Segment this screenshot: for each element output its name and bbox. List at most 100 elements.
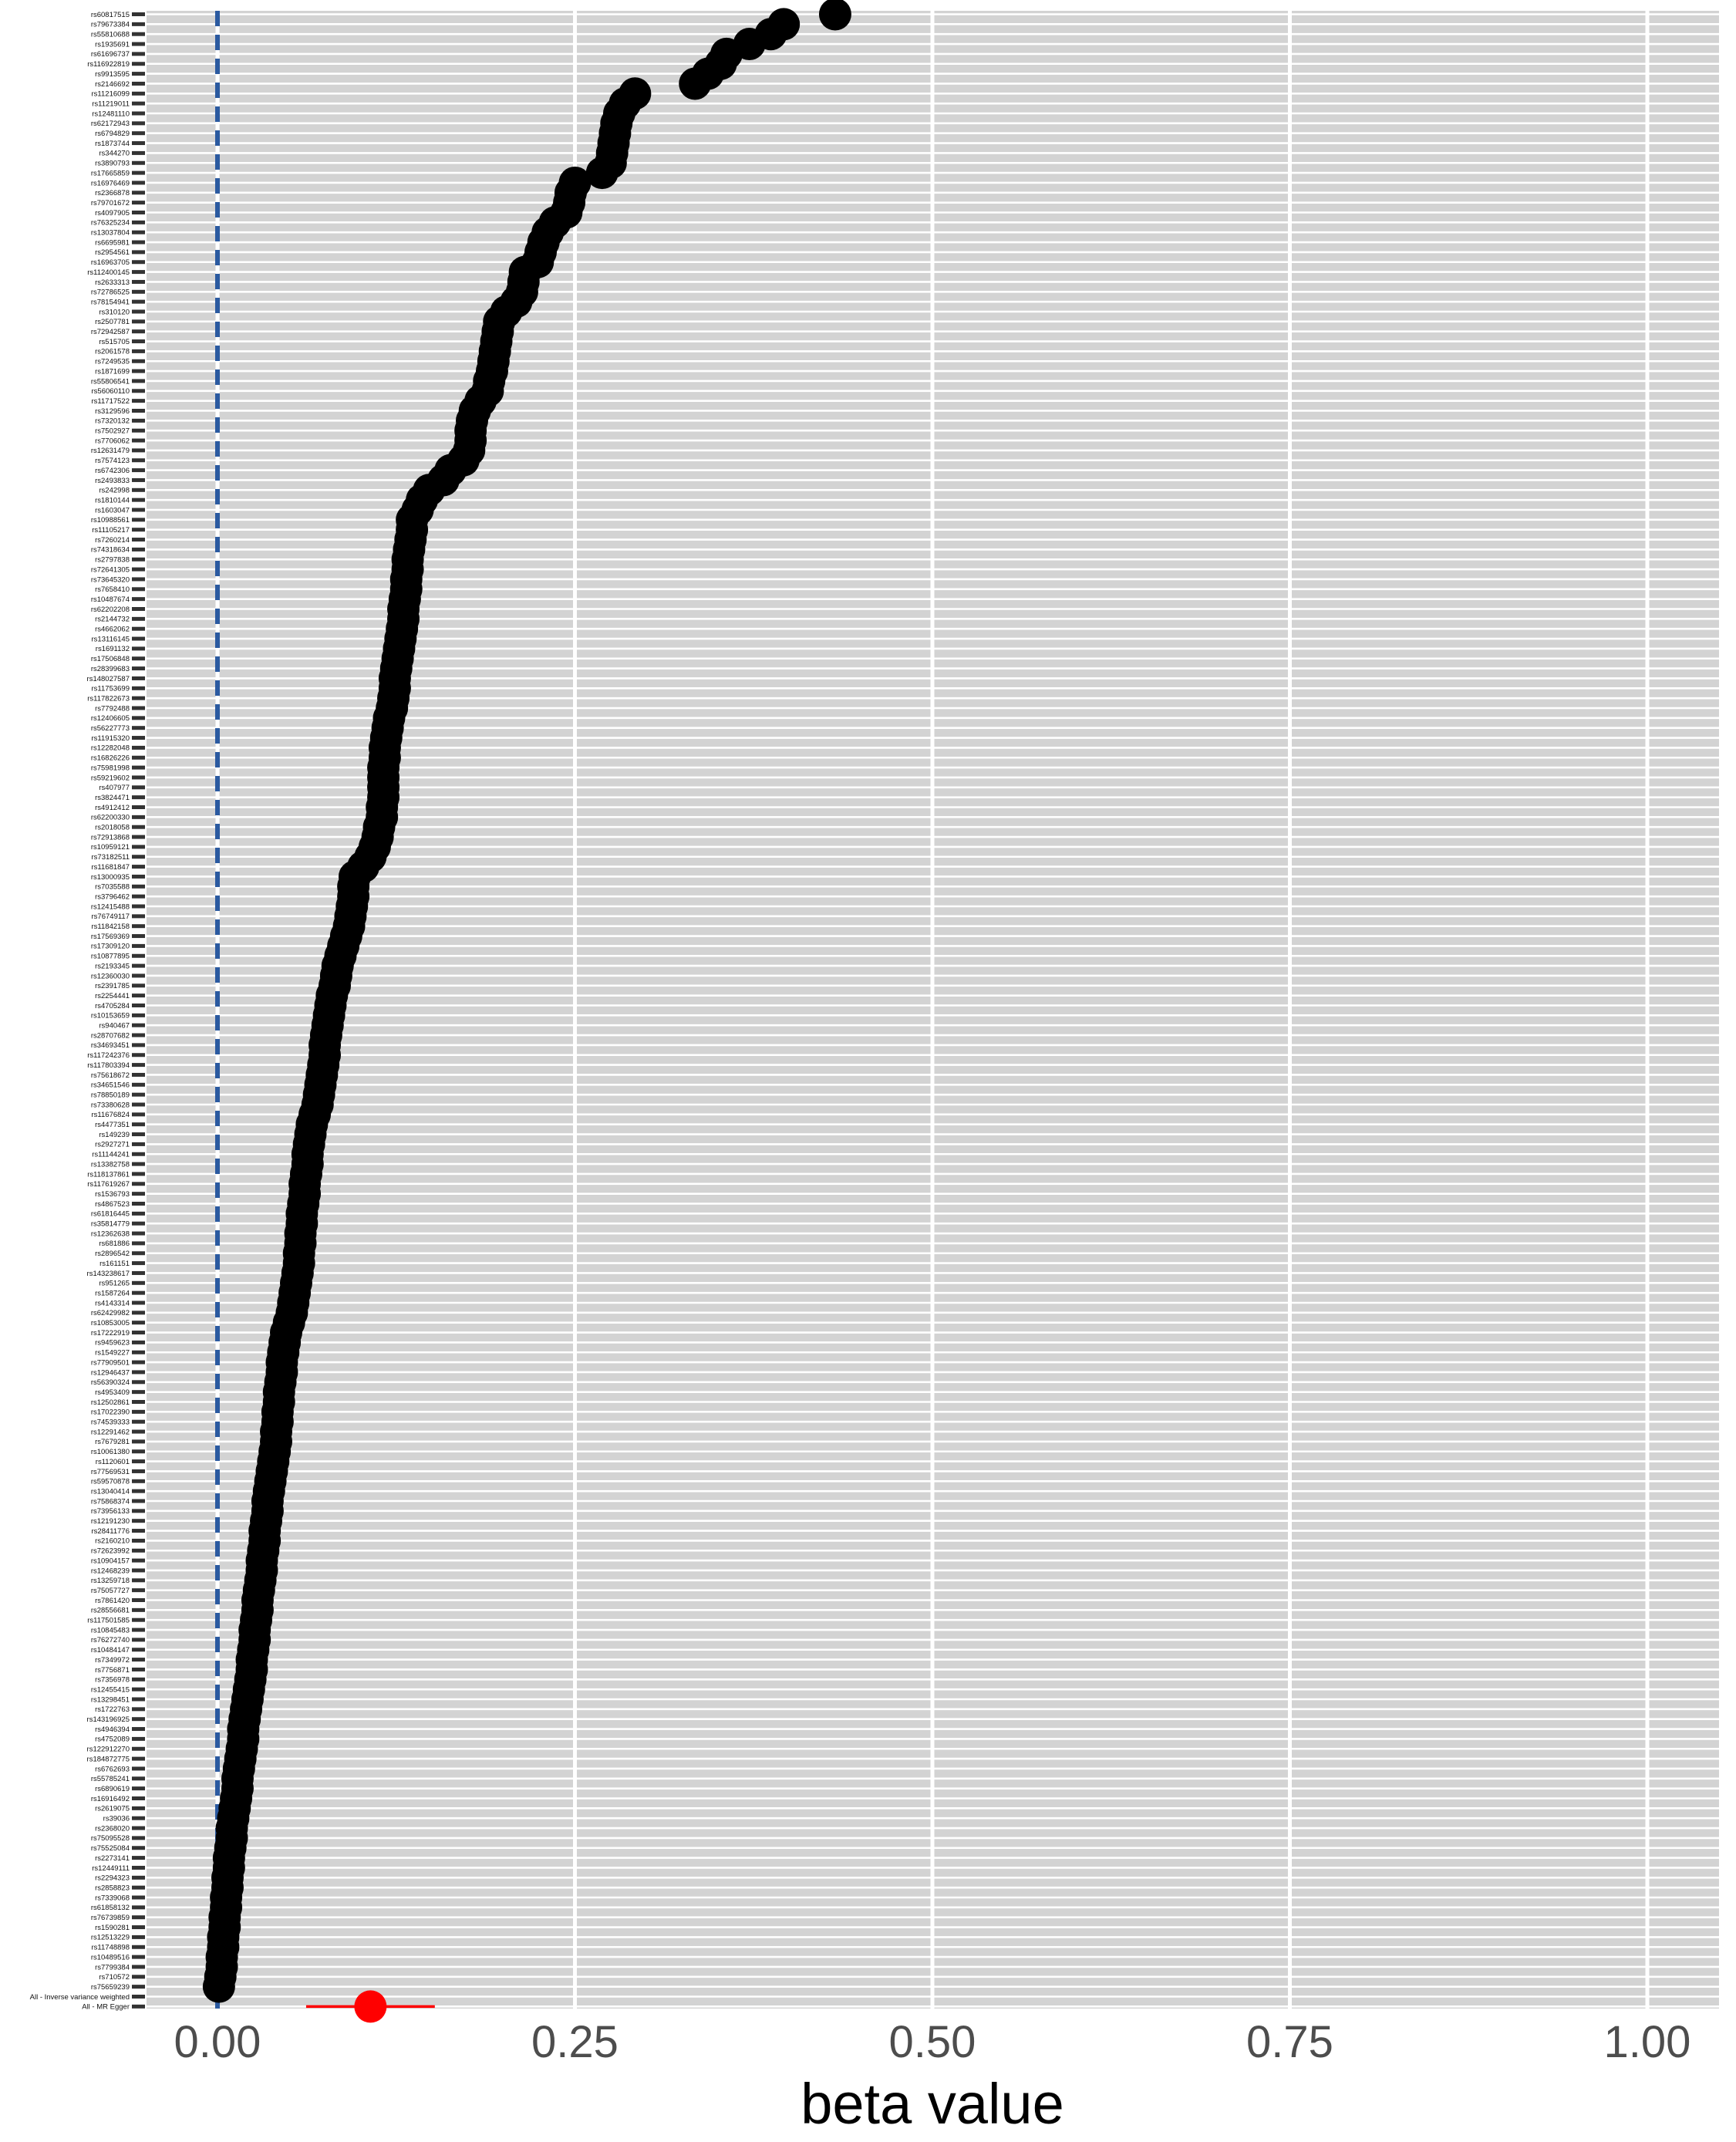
y-tick — [132, 884, 145, 889]
y-label: rs117242376 — [87, 1051, 130, 1060]
y-label: rs2160210 — [95, 1537, 130, 1546]
y-label: rs17506848 — [91, 655, 130, 663]
y-label: rs2619075 — [95, 1805, 130, 1813]
y-tick — [132, 220, 145, 224]
y-label: rs12946437 — [91, 1368, 130, 1377]
y-label: rs35814779 — [91, 1220, 130, 1229]
y-label: rs12502861 — [91, 1398, 130, 1407]
y-label: rs515705 — [99, 338, 130, 346]
y-tick — [132, 42, 145, 46]
y-tick — [132, 1122, 145, 1127]
y-label: rs4867523 — [95, 1200, 130, 1209]
y-tick — [132, 1449, 145, 1454]
y-label: rs6890619 — [95, 1785, 130, 1793]
y-tick — [132, 706, 145, 710]
y-label: rs11717522 — [92, 397, 130, 406]
y-tick — [132, 1152, 145, 1156]
y-tick — [132, 686, 145, 690]
y-tick — [132, 1409, 145, 1414]
y-tick — [132, 745, 145, 750]
y-tick — [132, 934, 145, 939]
y-tick — [132, 1479, 145, 1483]
y-tick — [132, 1004, 145, 1007]
y-tick — [132, 1162, 145, 1166]
y-label: rs6742306 — [95, 467, 130, 475]
y-tick — [132, 1786, 145, 1791]
y-label: rs10845483 — [91, 1626, 130, 1634]
y-label: rs681886 — [99, 1240, 130, 1248]
y-label: rs79673384 — [91, 21, 130, 29]
y-tick — [132, 191, 145, 195]
y-tick — [132, 1538, 145, 1543]
y-tick — [132, 894, 145, 899]
y-label: rs2061578 — [95, 348, 130, 356]
y-tick — [132, 1241, 145, 1246]
y-tick — [132, 865, 145, 869]
y-label: rs7792488 — [95, 704, 130, 713]
y-label: rs74539333 — [91, 1418, 130, 1427]
y-label: rs10959121 — [91, 843, 130, 852]
y-label: rs1590281 — [95, 1924, 130, 1932]
y-label: rs1873744 — [95, 140, 130, 148]
y-label: rs39036 — [103, 1815, 130, 1823]
y-tick — [132, 1687, 145, 1692]
y-tick — [132, 676, 145, 680]
y-tick — [132, 1202, 145, 1206]
y-tick — [132, 1013, 145, 1017]
y-tick — [132, 993, 145, 998]
y-tick — [132, 1578, 145, 1583]
y-label: rs28411776 — [92, 1527, 130, 1536]
y-label: rs118137861 — [87, 1170, 130, 1179]
y-tick — [132, 240, 145, 245]
y-label: rs73645320 — [91, 575, 130, 584]
y-label: rs13040414 — [91, 1487, 130, 1496]
y-tick — [132, 904, 145, 909]
x-tick-label: 0.25 — [531, 2017, 619, 2067]
y-label: rs344270 — [99, 150, 130, 158]
y-tick — [132, 369, 145, 373]
y-tick — [132, 1429, 145, 1434]
y-tick — [132, 815, 145, 819]
y-label: rs59219602 — [91, 774, 130, 782]
y-tick — [132, 1221, 145, 1226]
y-tick — [132, 1370, 145, 1375]
y-tick — [132, 1360, 145, 1364]
y-label: rs4477351 — [95, 1121, 130, 1129]
y-tick — [132, 538, 145, 542]
y-tick — [132, 1865, 145, 1870]
y-tick — [132, 299, 145, 304]
y-label: rs951265 — [99, 1280, 130, 1288]
y-label: rs17022390 — [91, 1408, 130, 1417]
y-label: rs75525084 — [91, 1844, 130, 1853]
y-label: rs3890793 — [95, 160, 130, 168]
y-tick — [132, 1280, 145, 1285]
y-tick — [132, 557, 145, 562]
y-tick — [132, 250, 145, 255]
y-tick — [132, 1607, 145, 1612]
y-label: rs10153659 — [91, 1012, 130, 1020]
y-tick — [132, 1519, 145, 1523]
y-tick — [132, 607, 145, 611]
y-label: rs7349972 — [95, 1656, 130, 1665]
y-tick — [132, 1053, 145, 1058]
y-label: rs11842158 — [92, 923, 130, 931]
y-label: rs56060110 — [92, 387, 130, 396]
y-tick — [132, 379, 145, 383]
y-tick — [132, 1489, 145, 1493]
y-label: rs12282048 — [91, 744, 130, 753]
y-label: rs28707682 — [91, 1031, 130, 1040]
y-tick — [132, 270, 145, 275]
y-label: rs55810688 — [91, 31, 130, 39]
y-tick — [132, 170, 145, 175]
y-label: rs13037804 — [91, 229, 130, 238]
y-label: rs61858132 — [91, 1904, 130, 1912]
snp-point — [585, 157, 619, 190]
y-tick — [132, 399, 145, 403]
y-label: rs2896542 — [95, 1250, 130, 1258]
y-label: rs2273141 — [95, 1854, 130, 1863]
y-label: rs10853005 — [91, 1319, 130, 1327]
y-label: rs55785241 — [91, 1775, 130, 1783]
y-tick — [132, 1915, 145, 1920]
y-label: All - MR Egger — [82, 2003, 130, 2012]
summary-estimates — [305, 1990, 435, 2023]
